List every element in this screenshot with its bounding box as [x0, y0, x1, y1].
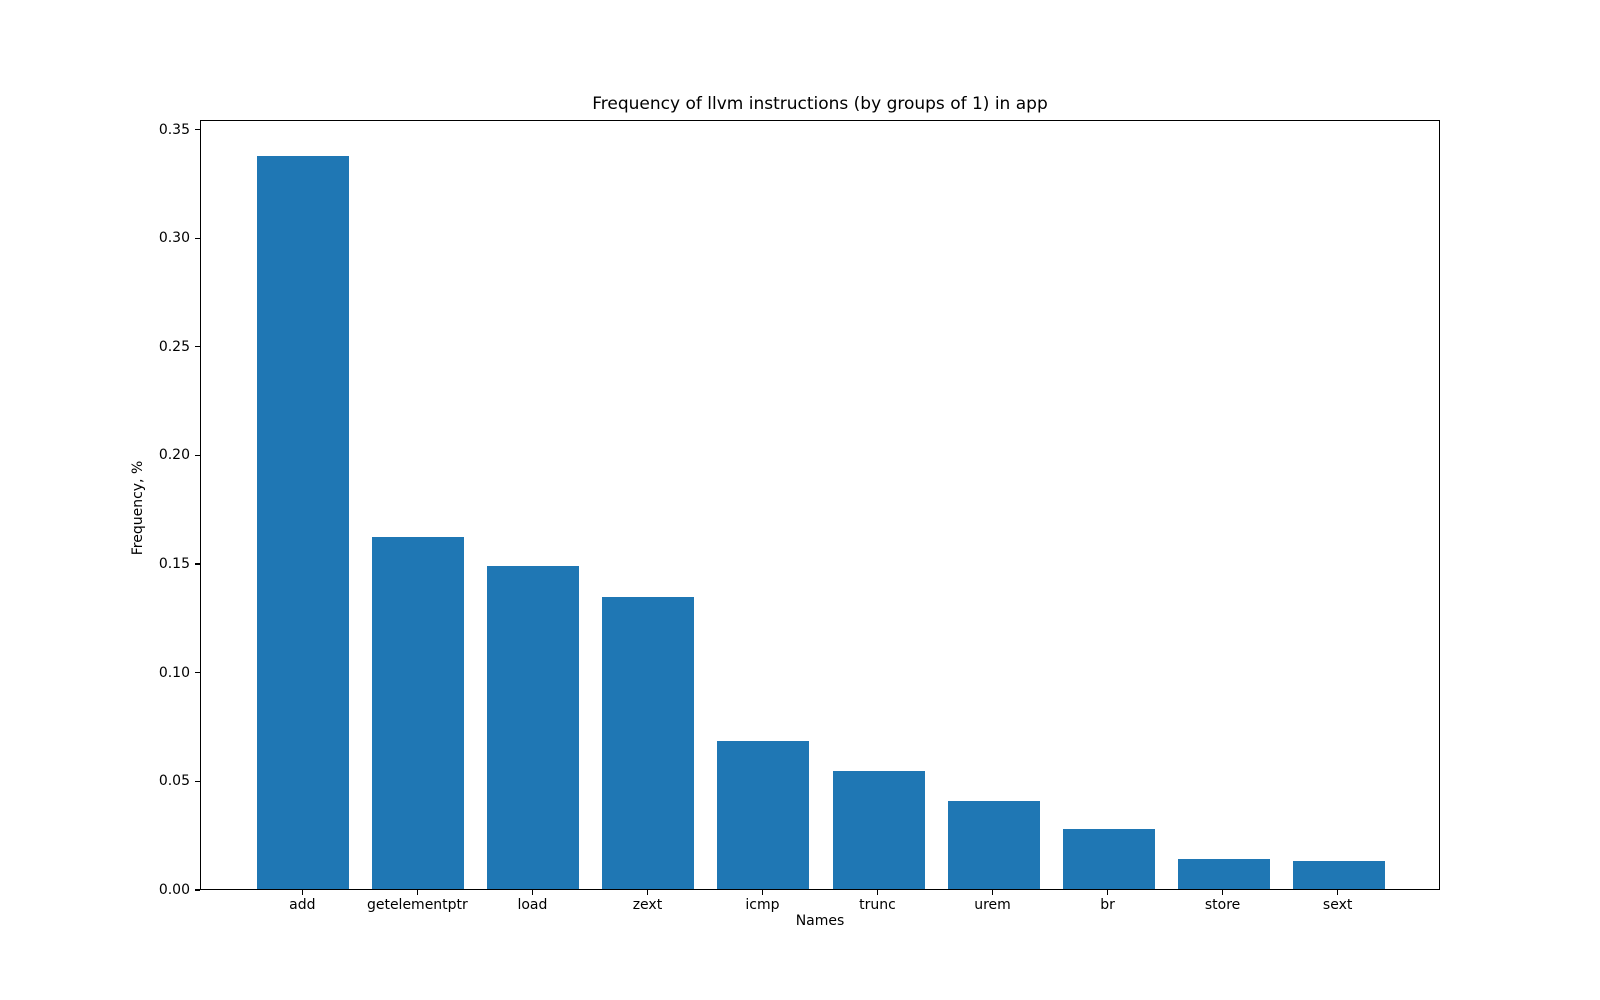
bar-br — [1062, 829, 1155, 889]
y-tick-mark — [195, 889, 200, 891]
y-tick-mark — [195, 563, 200, 565]
x-tick-mark — [301, 890, 303, 895]
y-tick-label: 0.05 — [158, 773, 190, 790]
y-tick-label: 0.35 — [158, 121, 190, 138]
y-tick-label: 0.15 — [158, 556, 190, 573]
bar-zext — [602, 596, 695, 889]
x-tick-label: zext — [632, 897, 663, 913]
x-tick-mark — [1221, 890, 1224, 895]
y-tick-label: 0.10 — [158, 664, 190, 681]
x-tick-label: getelementptr — [366, 897, 468, 913]
x-tick-mark — [991, 890, 994, 895]
x-tick-label: icmp — [745, 897, 780, 913]
x-tick-label: br — [1100, 897, 1115, 913]
y-tick-mark — [195, 346, 200, 348]
x-tick-mark — [761, 890, 764, 895]
y-tick-mark — [195, 454, 200, 457]
plot-area — [200, 120, 1440, 890]
x-tick-label: store — [1204, 897, 1241, 913]
y-tick-label: 0.25 — [158, 338, 190, 355]
y-tick-label: 0.20 — [158, 447, 190, 464]
y-tick-label: 0.30 — [158, 230, 190, 247]
bar-add — [257, 155, 350, 889]
x-tick-mark — [1337, 890, 1339, 895]
bar-load — [487, 566, 580, 889]
x-tick-mark — [876, 890, 879, 895]
bar-icmp — [717, 741, 810, 889]
y-tick-mark — [195, 128, 200, 131]
y-tick-mark — [195, 672, 200, 674]
x-tick-mark — [646, 890, 649, 895]
x-tick-label: urem — [974, 897, 1011, 913]
y-axis-label-text: Frequency, % — [130, 460, 146, 556]
x-tick-label: add — [289, 897, 316, 913]
y-tick-mark — [195, 780, 200, 782]
bar-store — [1177, 859, 1270, 889]
x-tick-mark — [416, 890, 418, 895]
y-tick-mark — [195, 237, 200, 239]
chart-title: Frequency of llvm instructions (by group… — [592, 94, 1048, 114]
x-tick-label: load — [517, 897, 548, 913]
x-tick-mark — [1106, 890, 1109, 895]
bar-trunc — [832, 771, 925, 889]
x-tick-label: sext — [1322, 897, 1353, 913]
bar-urem — [947, 800, 1040, 889]
x-tick-mark — [531, 890, 534, 895]
y-tick-label: 0.00 — [158, 882, 190, 898]
bar-getelementptr — [372, 536, 465, 889]
x-tick-label: trunc — [859, 897, 896, 913]
bar-sext — [1292, 860, 1385, 889]
x-axis-label: Names — [795, 913, 845, 929]
